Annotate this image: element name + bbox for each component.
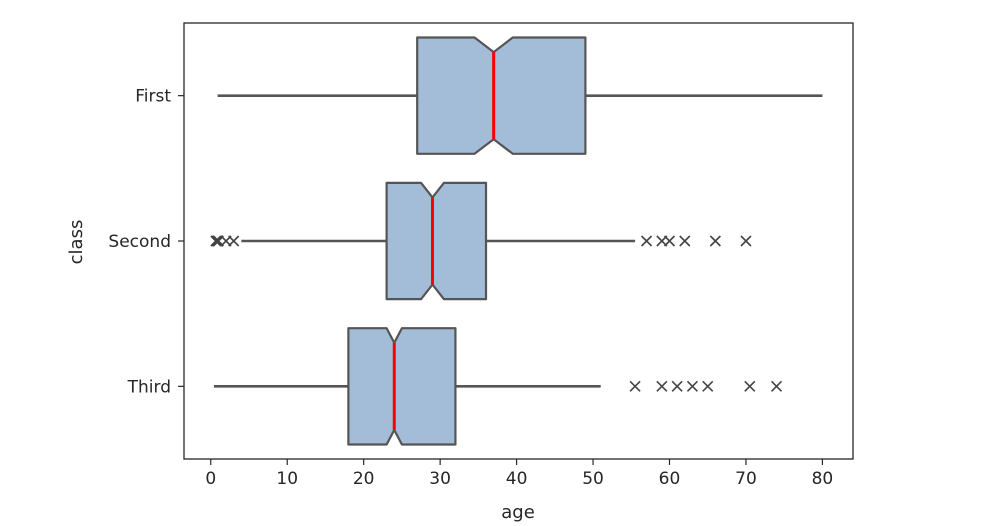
x-tick-label-80: 80 [812,469,834,489]
outlier-second-10 [709,235,721,247]
x-tick-label-20: 20 [353,469,375,489]
x-axis: 0 10 20 30 40 50 60 70 80 [205,459,833,489]
boxes-layer [213,36,823,446]
outlier-third-4 [702,380,714,392]
outlier-third-0 [629,380,641,392]
x-axis-label: age [501,502,535,523]
box-first [416,36,587,155]
outlier-second-11 [740,235,752,247]
y-axis-label: class [66,220,87,265]
outlier-third-2 [671,380,683,392]
x-tick-label-60: 60 [659,469,681,489]
outlier-third-3 [686,380,699,392]
outlier-second-8 [663,235,676,247]
outlier-third-6 [770,380,783,392]
outlier-third-1 [656,380,668,392]
y-tick-label-second: Second [108,232,171,252]
outlier-second-0 [210,235,222,247]
x-tick-label-0: 0 [205,469,216,489]
y-tick-label-first: First [135,87,171,107]
y-tick-label-third: Third [127,377,171,397]
x-tick-label-30: 30 [429,469,451,489]
x-tick-label-70: 70 [735,469,757,489]
outlier-third-5 [744,380,756,392]
y-axis: First Second Third [108,87,184,397]
box-second [385,181,488,301]
box-third [347,327,457,446]
x-tick-label-10: 10 [276,469,298,489]
outlier-second-5 [228,235,240,247]
x-tick-label-40: 40 [506,469,528,489]
x-tick-label-50: 50 [582,469,604,489]
fliers-layer [210,235,783,392]
outlier-second-9 [679,235,691,247]
outlier-second-6 [641,235,653,247]
